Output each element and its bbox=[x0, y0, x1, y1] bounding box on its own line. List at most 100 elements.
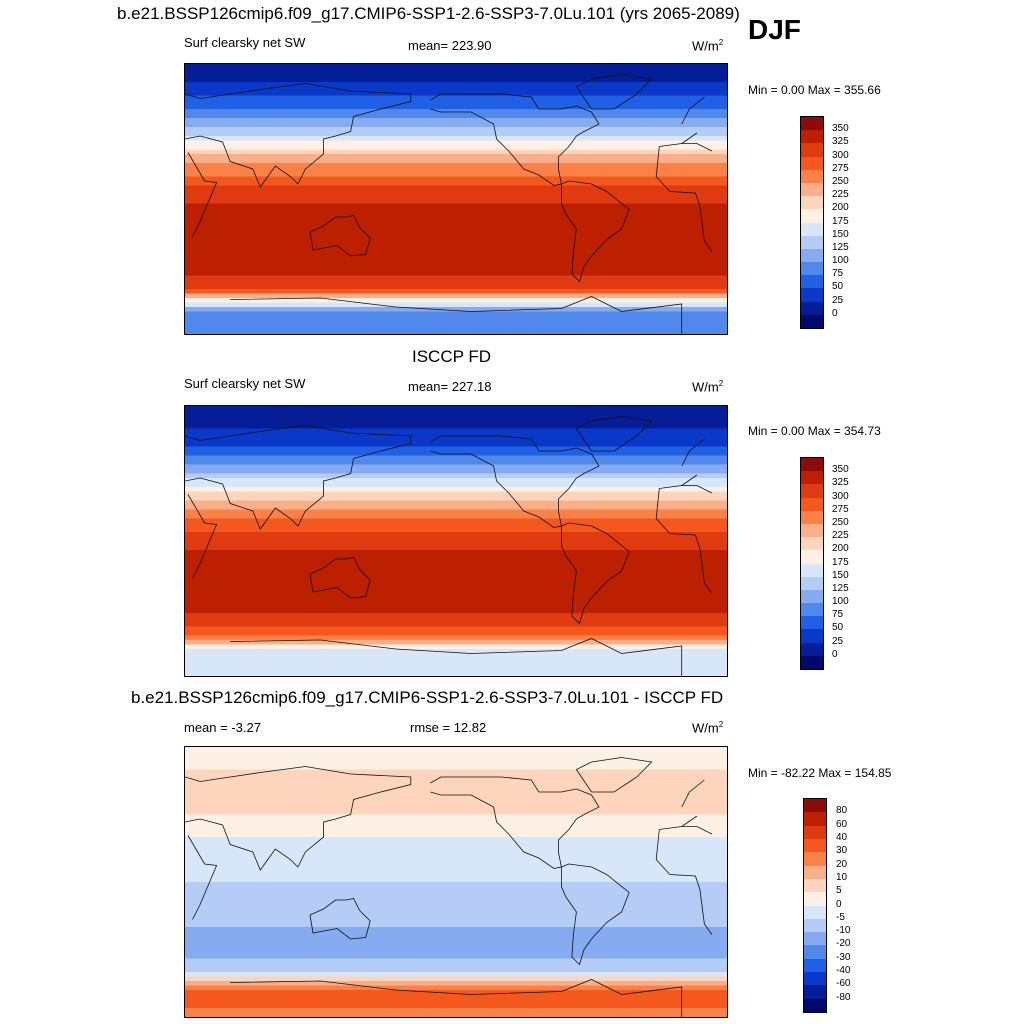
colorbar-tick-label: 80 bbox=[836, 805, 848, 817]
zonal-band bbox=[185, 523, 727, 529]
coastline bbox=[185, 766, 705, 871]
zonal-band bbox=[185, 181, 727, 187]
colorbar-segment bbox=[801, 156, 823, 170]
panel2-map bbox=[184, 405, 728, 677]
zonal-band bbox=[185, 864, 727, 870]
colorbar-tick-label: 125 bbox=[832, 241, 849, 253]
zonal-band bbox=[185, 819, 727, 825]
zonal-band bbox=[185, 415, 727, 421]
coastline bbox=[561, 522, 630, 625]
zonal-band bbox=[185, 590, 727, 596]
zonal-band bbox=[185, 505, 727, 511]
colorbar-segment bbox=[801, 563, 823, 577]
colorbar-tick-label: 200 bbox=[832, 202, 849, 214]
zonal-band bbox=[185, 464, 727, 470]
colorbar-tick-label: 30 bbox=[836, 845, 848, 857]
zonal-band bbox=[185, 100, 727, 106]
zonal-band bbox=[185, 275, 727, 281]
zonal-band bbox=[185, 756, 727, 762]
coastline bbox=[575, 416, 653, 452]
zonal-band bbox=[185, 1012, 727, 1017]
zonal-band bbox=[185, 747, 727, 753]
panel2-minmax: Min = 0.00 Max = 354.73 bbox=[748, 424, 881, 438]
colorbar-segment bbox=[801, 484, 823, 498]
colorbar-segment bbox=[801, 196, 823, 210]
colorbar-tick-label: 225 bbox=[832, 189, 849, 201]
coastline bbox=[187, 826, 713, 935]
zonal-band bbox=[185, 581, 727, 587]
zonal-band bbox=[185, 514, 727, 520]
zonal-band bbox=[185, 248, 727, 254]
coastline bbox=[309, 898, 371, 940]
zonal-band bbox=[185, 172, 727, 178]
zonal-band bbox=[185, 545, 727, 551]
zonal-band bbox=[185, 769, 727, 775]
zonal-band bbox=[185, 626, 727, 632]
zonal-band bbox=[185, 909, 727, 915]
colorbar-tick-label: -20 bbox=[836, 938, 851, 950]
zonal-band bbox=[185, 936, 727, 942]
zonal-band bbox=[185, 208, 727, 214]
zonal-band bbox=[185, 613, 727, 619]
zonal-band bbox=[185, 931, 727, 937]
zonal-band bbox=[185, 68, 727, 74]
colorbar-segment bbox=[801, 655, 823, 669]
zonal-band bbox=[185, 586, 727, 592]
colorbar-segment bbox=[801, 629, 823, 643]
zonal-band bbox=[185, 235, 727, 241]
panel3-minmax: Min = -82.22 Max = 154.85 bbox=[748, 766, 892, 780]
zonal-band bbox=[185, 671, 727, 676]
colorbar-tick-label: -60 bbox=[836, 978, 851, 990]
panel2-variable: Surf clearsky net SW bbox=[184, 376, 306, 391]
zonal-band bbox=[185, 316, 727, 322]
zonal-band bbox=[185, 239, 727, 245]
coastline bbox=[575, 757, 653, 793]
colorbar-tick-label: 40 bbox=[836, 831, 848, 843]
colorbar-segment bbox=[801, 550, 823, 564]
colorbar-segment bbox=[801, 209, 823, 223]
colorbar-segment bbox=[801, 275, 823, 289]
zonal-band bbox=[185, 73, 727, 79]
zonal-band bbox=[185, 963, 727, 969]
zonal-band bbox=[185, 482, 727, 488]
zonal-band bbox=[185, 635, 727, 641]
zonal-band bbox=[185, 945, 727, 951]
colorbar-segment bbox=[801, 458, 823, 472]
zonal-band bbox=[185, 298, 727, 304]
colorbar-tick-label: 0 bbox=[836, 898, 842, 910]
panel3-colorbar bbox=[803, 798, 827, 1013]
zonal-band bbox=[185, 904, 727, 910]
map-svg-3 bbox=[185, 747, 727, 1017]
zonal-band bbox=[185, 559, 727, 565]
map-svg-1 bbox=[185, 64, 727, 334]
zonal-band bbox=[185, 604, 727, 610]
zonal-band bbox=[185, 783, 727, 789]
zonal-band bbox=[185, 217, 727, 223]
zonal-band bbox=[185, 145, 727, 151]
panel1-units: W/m2 bbox=[692, 38, 724, 54]
panel2-colorbar-ticks: 350 325 300 275 250 225 200 175 150 125 100 75 50 25 0 bbox=[832, 457, 872, 668]
colorbar-tick-label: 5 bbox=[836, 885, 842, 897]
zonal-band bbox=[185, 262, 727, 268]
panel1-variable: Surf clearsky net SW bbox=[184, 35, 306, 50]
colorbar-tick-label: -5 bbox=[836, 911, 845, 923]
colorbar-tick-label: 150 bbox=[832, 228, 849, 240]
colorbar-segment bbox=[804, 958, 826, 973]
zonal-band bbox=[185, 563, 727, 569]
zonal-band bbox=[185, 927, 727, 933]
zonal-band bbox=[185, 518, 727, 524]
zonal-band bbox=[185, 751, 727, 757]
colorbar-segment bbox=[804, 918, 826, 933]
panel1-colorbar-ticks: 350 325 300 275 250 225 200 175 150 125 100 75 50 25 0 bbox=[832, 116, 872, 327]
coastline bbox=[230, 979, 683, 1017]
zonal-band bbox=[185, 568, 727, 574]
colorbar-segment bbox=[804, 825, 826, 839]
colorbar-segment bbox=[801, 235, 823, 249]
colorbar-segment bbox=[801, 143, 823, 157]
colorbar-segment bbox=[804, 892, 826, 906]
zonal-band bbox=[185, 212, 727, 218]
coastline bbox=[561, 863, 630, 966]
colorbar-tick-label: 300 bbox=[832, 490, 849, 502]
panel2-mean: mean= 227.18 bbox=[408, 379, 492, 394]
colorbar-segment bbox=[804, 945, 826, 959]
